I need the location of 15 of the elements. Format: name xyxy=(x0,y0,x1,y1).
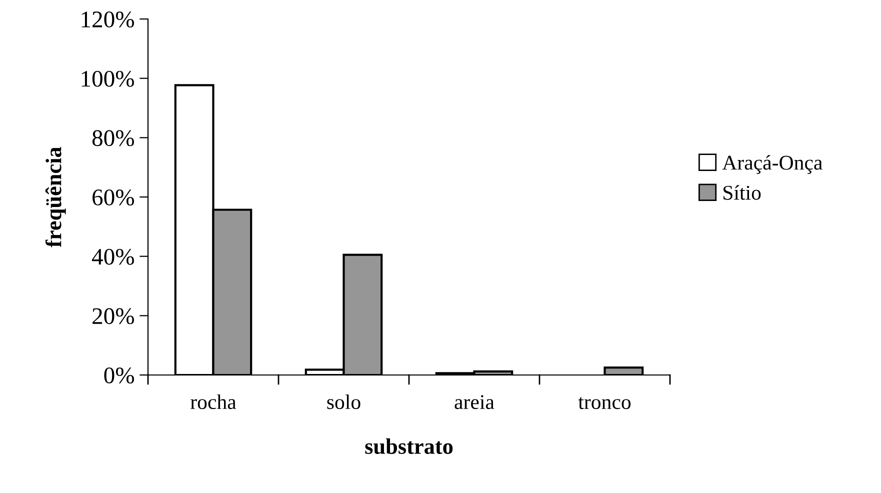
x-tick-label: rocha xyxy=(190,394,236,410)
y-tick-label: 60% xyxy=(92,189,134,206)
y-tick-label: 80% xyxy=(92,130,134,146)
y-tick-label: 120% xyxy=(82,11,134,28)
x-axis-title: substrato xyxy=(365,438,453,454)
y-tick-label: 20% xyxy=(92,308,134,324)
y-axis-title: freqüência xyxy=(45,146,66,248)
x-tick-label: areia xyxy=(454,395,494,410)
x-tick-label: tronco xyxy=(578,397,631,410)
y-tick-label: 100% xyxy=(82,70,134,87)
y-tick-label: 0% xyxy=(104,367,134,384)
legend-label: Sítio xyxy=(724,185,761,200)
legend-label: Araçá-Onça xyxy=(722,155,822,174)
x-tick-label: solo xyxy=(327,394,360,410)
y-tick-label: 40% xyxy=(92,248,134,265)
